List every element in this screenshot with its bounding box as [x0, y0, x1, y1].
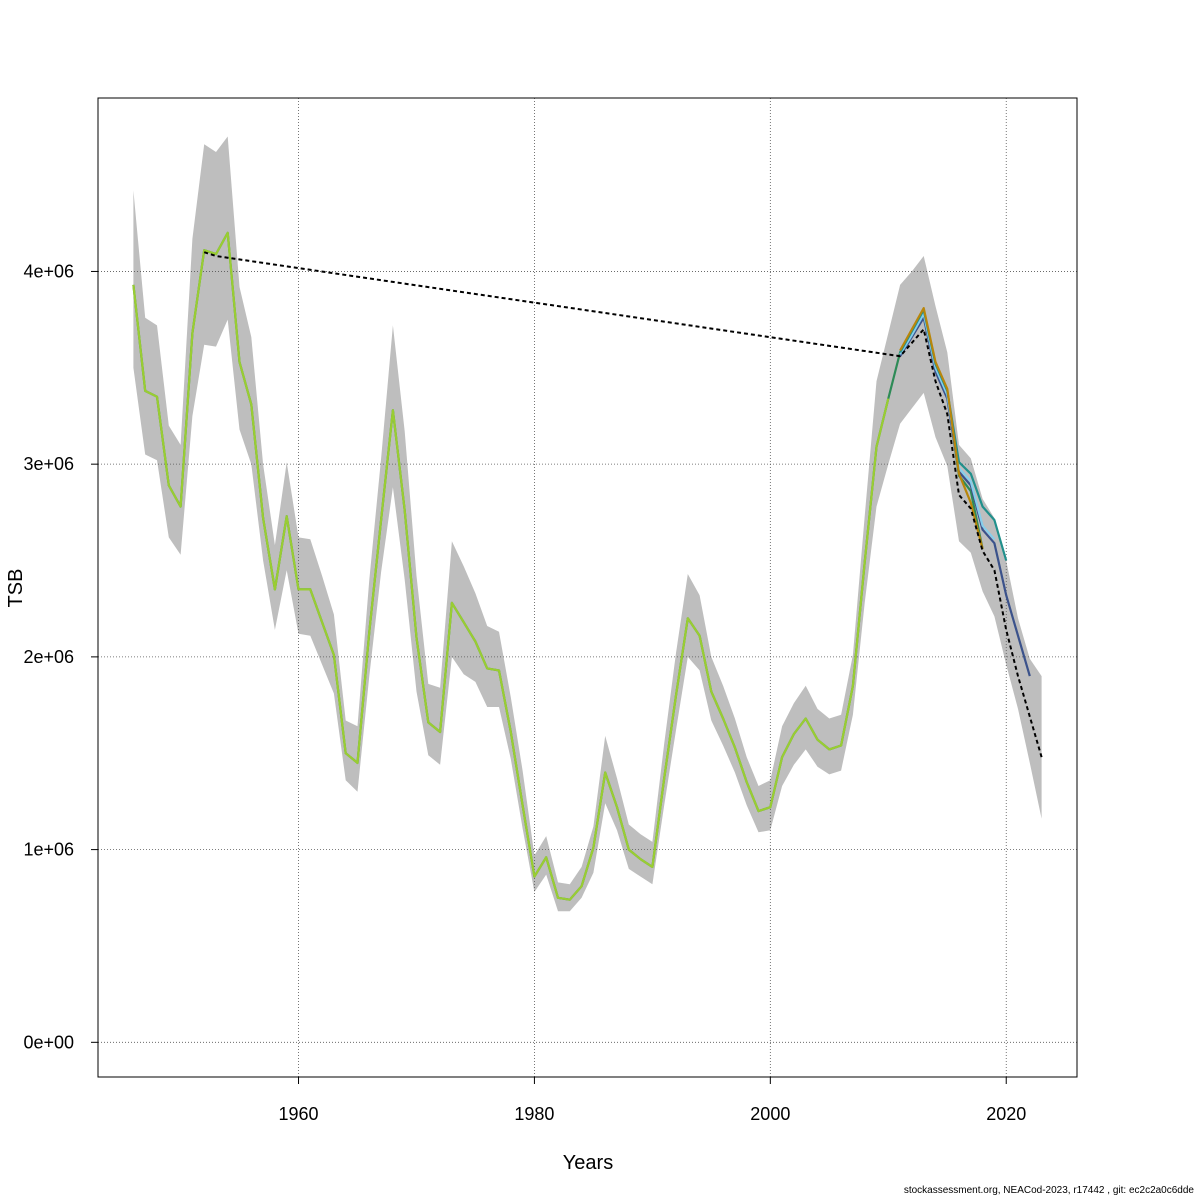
series-line-2	[899, 316, 1031, 677]
y-tick-label: 2e+06	[23, 647, 74, 667]
x-tick-label: 1980	[514, 1104, 554, 1124]
y-tick-label: 1e+06	[23, 840, 74, 860]
series-line-6	[132, 231, 890, 901]
x-tick-label: 2020	[986, 1104, 1026, 1124]
x-tick-label: 2000	[750, 1104, 790, 1124]
confidence-band-layer	[133, 136, 1042, 912]
y-tick-label: 4e+06	[23, 261, 74, 281]
series-layer	[132, 231, 1043, 901]
y-tick-label: 0e+00	[23, 1032, 74, 1052]
series-line-7	[203, 251, 1043, 758]
footer-credit: stockassessment.org, NEACod-2023, r17442…	[903, 1185, 1194, 1196]
series-line-5	[899, 307, 984, 550]
y-tick-label: 3e+06	[23, 454, 74, 474]
tick-layer: 1960 1980 2000 2020 0e+00 1e+06 2e+06 3e+06 4e+0…	[23, 261, 1026, 1124]
grid-layer	[98, 98, 1077, 1077]
plot-frame	[97, 97, 1078, 1078]
y-axis-title: TSB	[5, 569, 27, 608]
x-tick-label: 1960	[278, 1104, 318, 1124]
confidence-band	[133, 136, 1042, 912]
x-axis-title: Years	[563, 1152, 613, 1174]
series-line-1	[132, 231, 984, 901]
